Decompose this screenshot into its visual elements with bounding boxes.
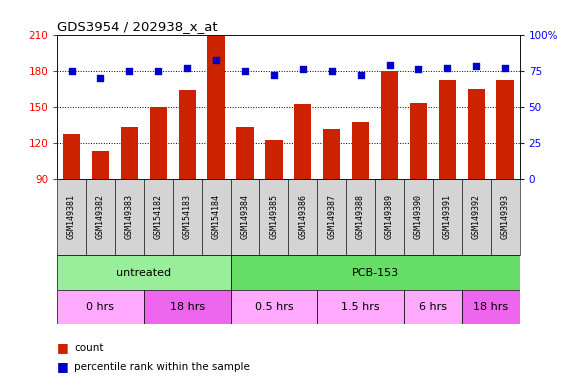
Point (298, 66, 307, 72)
Point (385, 62, 394, 68)
Bar (381, 71, 398, 179)
Text: GSM149388: GSM149388 (356, 194, 365, 240)
Text: GSM154183: GSM154183 (183, 194, 192, 240)
Text: GSM149390: GSM149390 (414, 194, 423, 240)
Point (501, 65, 510, 71)
Text: percentile rank within the sample: percentile rank within the sample (74, 362, 250, 372)
Text: GSM149381: GSM149381 (67, 194, 76, 240)
Bar (490, 179, 520, 255)
Text: PCB-153: PCB-153 (352, 268, 399, 278)
Bar (57, 255, 231, 290)
Text: GSM149386: GSM149386 (298, 194, 307, 240)
Bar (404, 179, 433, 255)
Bar (375, 179, 404, 255)
Bar (462, 290, 520, 324)
Text: GSM149382: GSM149382 (96, 194, 105, 240)
Text: GSM149392: GSM149392 (472, 194, 481, 240)
Bar (144, 290, 231, 324)
Point (67, 68, 76, 74)
Bar (288, 179, 317, 255)
Text: 1.5 hrs: 1.5 hrs (341, 302, 380, 312)
Bar (346, 179, 375, 255)
Bar (433, 179, 462, 255)
Text: GSM149384: GSM149384 (240, 194, 250, 240)
Bar (150, 107, 167, 179)
Bar (468, 89, 485, 179)
Bar (317, 179, 346, 255)
Text: ■: ■ (57, 341, 69, 354)
Bar (57, 290, 144, 324)
Point (356, 72, 365, 78)
Point (154, 68, 163, 74)
Text: 0 hrs: 0 hrs (86, 302, 114, 312)
Bar (172, 179, 202, 255)
Point (183, 65, 192, 71)
Bar (259, 179, 288, 255)
Point (270, 72, 279, 78)
Bar (231, 290, 317, 324)
Bar (179, 90, 196, 179)
Bar (323, 129, 340, 179)
Bar (115, 179, 144, 255)
Bar (202, 179, 231, 255)
Point (96, 75, 105, 81)
Point (125, 68, 134, 74)
Text: GSM149383: GSM149383 (125, 194, 134, 240)
Bar (92, 151, 109, 179)
Bar (294, 104, 311, 179)
Bar (57, 179, 86, 255)
Bar (144, 179, 173, 255)
Bar (63, 134, 80, 179)
Text: 0.5 hrs: 0.5 hrs (255, 302, 293, 312)
Point (327, 68, 336, 74)
Text: count: count (74, 343, 104, 353)
Point (414, 66, 423, 72)
Text: GSM149387: GSM149387 (327, 194, 336, 240)
Bar (439, 80, 456, 179)
Bar (120, 127, 138, 179)
Point (211, 58, 220, 64)
Text: 6 hrs: 6 hrs (419, 302, 447, 312)
Text: 18 hrs: 18 hrs (170, 302, 205, 312)
Bar (231, 255, 520, 290)
Text: GSM149385: GSM149385 (270, 194, 279, 240)
Point (443, 65, 452, 71)
Bar (231, 179, 259, 255)
Text: ■: ■ (57, 360, 69, 373)
Point (240, 68, 250, 74)
Bar (352, 122, 369, 179)
Bar (236, 127, 254, 179)
Bar (404, 290, 462, 324)
Text: GSM154182: GSM154182 (154, 194, 163, 240)
Bar (317, 290, 404, 324)
Bar (410, 103, 427, 179)
Text: GDS3954 / 202938_x_at: GDS3954 / 202938_x_at (57, 20, 218, 33)
Bar (462, 179, 490, 255)
Bar (207, 35, 225, 179)
Bar (86, 179, 115, 255)
Bar (496, 80, 514, 179)
Bar (265, 140, 283, 179)
Text: GSM149391: GSM149391 (443, 194, 452, 240)
Text: GSM149389: GSM149389 (385, 194, 394, 240)
Text: 18 hrs: 18 hrs (473, 302, 508, 312)
Text: GSM154184: GSM154184 (212, 194, 220, 240)
Point (472, 63, 481, 70)
Text: GSM149393: GSM149393 (501, 194, 510, 240)
Text: untreated: untreated (116, 268, 171, 278)
